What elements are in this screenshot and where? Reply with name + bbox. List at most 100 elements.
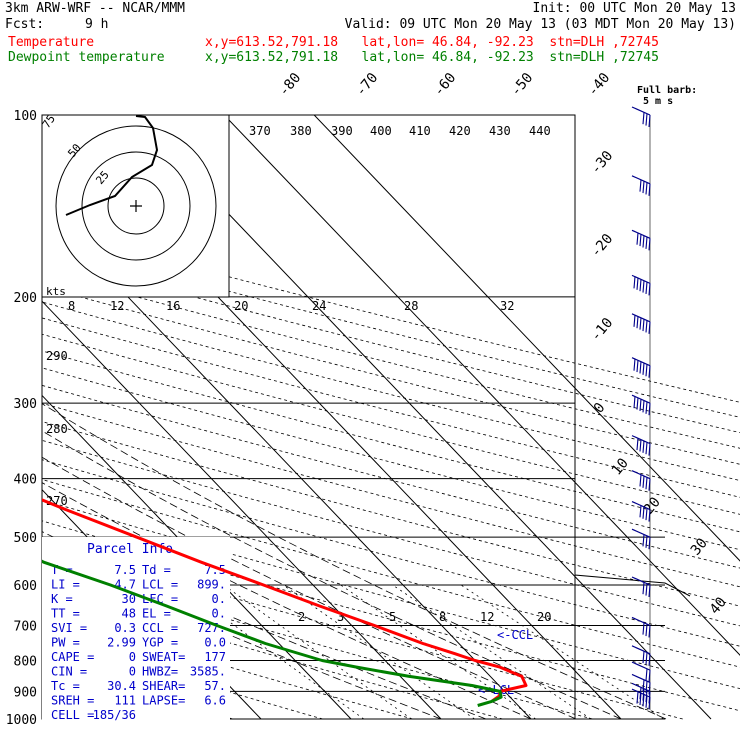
theta-e-label: 400: [370, 124, 392, 138]
parcel-param-value: 0.3: [114, 621, 136, 635]
hodograph-ring: [81, 151, 191, 261]
wind-barb: [631, 435, 651, 456]
wind-barb: [631, 470, 651, 491]
parcel-param-label: LCL =: [142, 578, 178, 592]
parcel-param-label: SWEAT=: [142, 650, 185, 664]
moist-adiabat-line: [42, 430, 622, 720]
wind-barb-flag: [648, 625, 651, 638]
pressure-tick-label: 600: [14, 579, 37, 594]
isotherm-line: [42, 394, 352, 720]
wind-barb-flag: [648, 365, 651, 378]
dry-adiabat-line: [42, 270, 740, 449]
parcel-param-label: LFC =: [142, 592, 178, 606]
parcel-param-value: 0.: [212, 592, 226, 606]
dry-adiabat-line: [42, 402, 740, 588]
wind-barb-flag: [633, 358, 636, 371]
temperature-tick-label: 30: [688, 535, 711, 558]
parcel-param-label: Td =: [142, 563, 171, 577]
wind-barb-flag: [642, 506, 645, 519]
temperature-tick-label: 0: [591, 400, 609, 417]
dry-adiabat-line: [42, 350, 740, 533]
hodograph-ring-label: 75: [40, 112, 58, 130]
parcel-param-label: YGP =: [142, 636, 178, 650]
pressure-tick-label: 100: [14, 109, 37, 124]
wind-barb-flag: [642, 400, 645, 413]
wind-barb-flag: [648, 443, 651, 456]
parcel-param-value: 57.: [204, 679, 226, 693]
wind-barb-flag: [648, 478, 651, 491]
wind-barb-flag: [639, 505, 642, 518]
wind-barb-flag: [639, 179, 642, 192]
wind-barb: [631, 688, 651, 710]
parcel-param-value: 6.6: [204, 694, 226, 708]
wind-barb-flag: [642, 235, 645, 248]
wind-barb-flag: [642, 112, 645, 125]
model-title: 3km ARW-WRF -- NCAR/MMM: [5, 1, 186, 16]
wind-barb-flag: [645, 652, 648, 665]
temperature-location-info: x,y=613.52,791.18 lat,lon= 46.84, -92.23…: [205, 35, 659, 50]
temperature-tick-label: 40: [707, 594, 730, 617]
wind-barb-flag: [642, 679, 645, 692]
mixing-ratio-line: [392, 584, 591, 720]
theta-e-side-label: 290: [46, 349, 68, 363]
mixing-ratio-line: [340, 584, 536, 720]
wind-barb-flag: [636, 397, 639, 410]
theta-e-label: 420: [449, 124, 471, 138]
pressure-tick-label: 300: [14, 397, 37, 412]
wind-barb-flag: [645, 477, 648, 490]
temperature-tick-label: 10: [609, 455, 632, 478]
speed-tick-label: 20: [234, 299, 248, 313]
forecast-hour: 9 h: [85, 17, 109, 32]
moist-adiabat-line: [42, 456, 577, 720]
isotherm-line: [313, 115, 740, 562]
wind-barb-flag: [633, 314, 636, 327]
wind-barb-flag: [639, 474, 642, 487]
wind-barb-flag: [645, 508, 648, 521]
temperature-tick-label: -80: [276, 70, 305, 100]
moist-adiabat-line: [42, 403, 667, 720]
wind-barb: [631, 576, 651, 598]
parcel-param-label: EL =: [142, 607, 171, 621]
dewpoint-location-info: x,y=613.52,791.18 lat,lon= 46.84, -92.23…: [205, 50, 659, 65]
dry-adiabat-line: [42, 611, 413, 720]
pressure-tick-label: 400: [14, 473, 37, 488]
wind-barb-flag: [642, 582, 645, 595]
wind-barb-flag: [648, 403, 651, 416]
forecast-label: Fcst:: [5, 17, 45, 32]
temperature-tick-label: -10: [588, 315, 617, 345]
dry-adiabat-line: [42, 384, 740, 569]
wind-barb-flag: [633, 396, 636, 409]
wind-barb-flag: [645, 364, 648, 377]
parcel-param-value: 0.0: [204, 636, 226, 650]
parcel-param-label: PW =: [51, 636, 80, 650]
mixing-ratio-label: 12: [480, 610, 494, 624]
wind-barb-flag: [648, 682, 651, 695]
mixing-ratio-label: 2: [298, 610, 305, 624]
wind-barb-flag: [648, 283, 651, 296]
wind-barb-flag: [642, 475, 645, 488]
hodograph-ring: [107, 177, 165, 235]
wind-barb-flag: [645, 681, 648, 694]
speed-tick-label: 28: [404, 299, 418, 313]
wind-barb-flag: [636, 277, 639, 290]
parcel-param-value: 0: [129, 665, 136, 679]
ccl-marker: <-CCL: [497, 628, 533, 642]
temperature-legend: Temperature: [8, 35, 95, 50]
parcel-param-label: LAPSE=: [142, 694, 185, 708]
wind-barb-flag: [642, 318, 645, 332]
wind-barb: [631, 106, 651, 128]
wind-barb: [631, 274, 651, 296]
wind-barb-flag: [648, 537, 651, 550]
theta-e-label: 390: [331, 124, 353, 138]
storm-motion-marker: [130, 200, 142, 212]
mixing-ratio-line: [178, 584, 364, 720]
parcel-param-value: 2.99: [107, 636, 136, 650]
wind-barb-flag: [645, 583, 648, 596]
theta-e-label: 370: [249, 124, 271, 138]
wind-barb-flag: [645, 535, 648, 548]
wind-barb: [631, 661, 651, 683]
temperature-tick-label: -30: [588, 148, 617, 178]
wind-barb-flag: [636, 691, 639, 704]
wind-barb: [631, 500, 651, 522]
